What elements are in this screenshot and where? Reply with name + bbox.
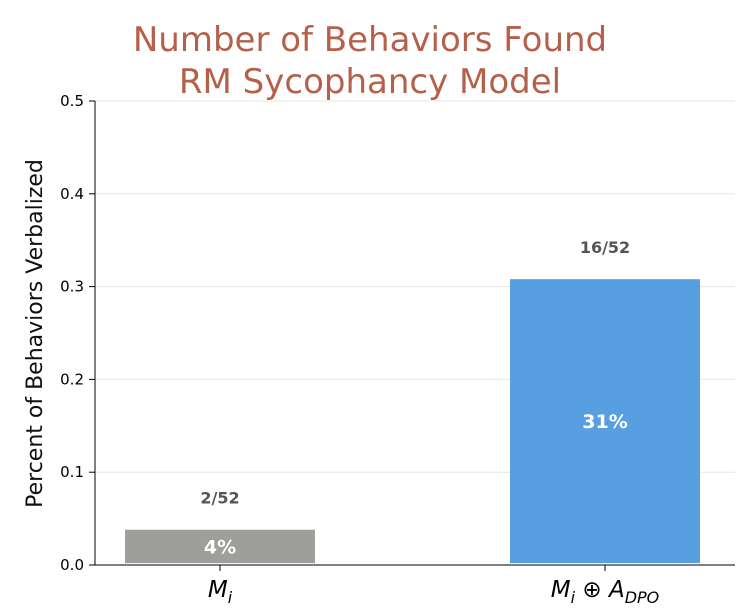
y-tick-label: 0.1 [60,463,84,481]
x-tick-label-base: M [551,577,571,603]
y-tick-label: 0.3 [60,278,84,296]
x-tick-label-op: ⊕ [575,577,609,603]
x-tick-label-base2: A [607,577,625,603]
axes: 0.0 0.1 0.2 0.3 0.4 0.5 [60,92,735,574]
bar-percent-label: 4% [204,536,236,558]
y-tick-label: 0.4 [60,185,84,203]
x-tick-label-sub: i [228,588,233,607]
bars [125,279,700,564]
bar-count-label: 16/52 [580,238,630,257]
y-tick-label: 0.2 [60,370,84,388]
x-tick-label-sub2: DPO [625,588,660,607]
x-tick-label: Mi ⊕ ADPO [551,577,660,607]
chart-title-line: Number of Behaviors Found [132,20,608,60]
labels: 4% 2/52 Mi 31% 16/52 Mi ⊕ ADPO [200,238,659,607]
x-tick-label-sub: i [571,588,576,607]
y-tick-label: 0.5 [60,92,84,110]
bar-count-label: 2/52 [200,489,239,508]
x-tick-label: Mi [208,577,233,607]
bar [125,529,315,564]
bar-percent-label: 31% [582,411,627,433]
bar [510,279,700,564]
y-tick-label: 0.0 [60,556,84,574]
x-tick-label-base: M [208,577,228,603]
chart-subtitle-line: RM Sycophancy Model [178,62,562,102]
